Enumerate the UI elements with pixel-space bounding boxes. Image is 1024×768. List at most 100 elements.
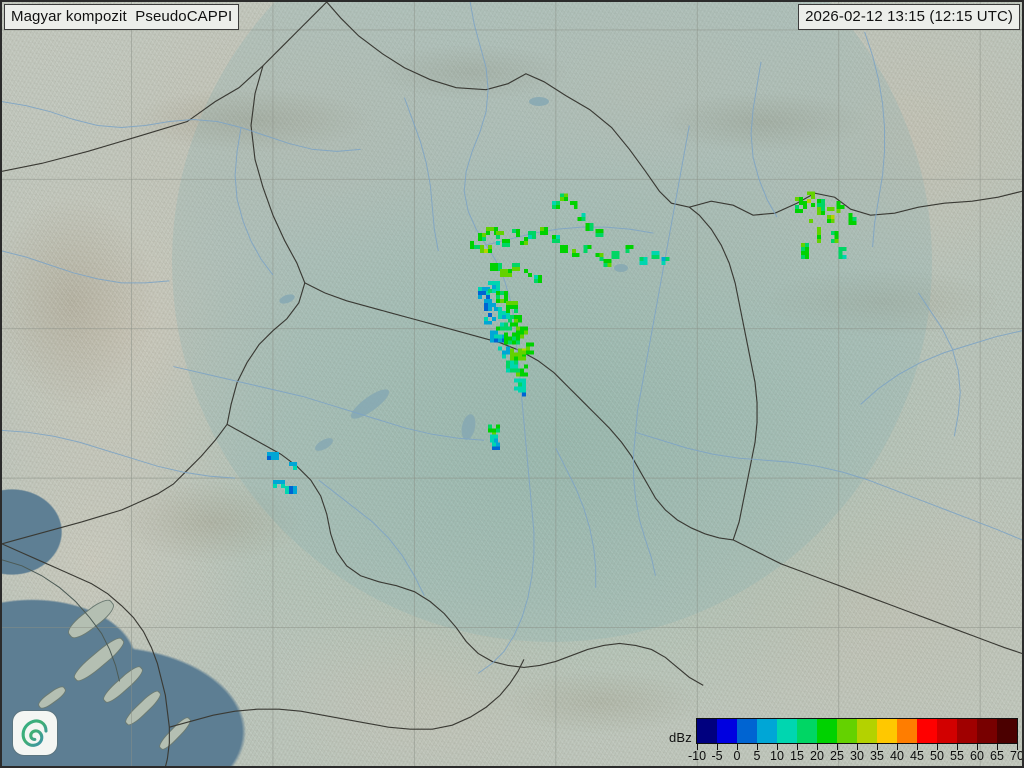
echo-cell-19: [639, 257, 648, 265]
legend-tickmark-0: [697, 744, 698, 750]
echo-cell-59: [794, 197, 807, 214]
legend-unit-label: dBz: [668, 730, 692, 745]
legend-tickmark-11: [917, 744, 918, 750]
legend-ticklabel-13: 55: [950, 749, 964, 763]
legend-ticklabel-14: 60: [970, 749, 984, 763]
legend-ticklabel-4: 10: [770, 749, 784, 763]
echo-cell-40: [496, 318, 512, 331]
echo-cell-22: [551, 201, 560, 210]
legend-color-bar: [696, 718, 1018, 744]
echo-cell-56: [288, 462, 297, 471]
legend-tickmark-4: [777, 744, 778, 750]
legend-swatch-1: [717, 719, 737, 743]
legend-swatch-11: [917, 719, 937, 743]
echo-cell-42: [490, 330, 507, 343]
echo-cell-47: [521, 342, 534, 355]
echo-cell-23: [559, 193, 568, 202]
echo-cell-5: [496, 241, 501, 246]
echo-cell-62: [826, 207, 835, 224]
echo-cell-10: [539, 227, 548, 236]
echo-cell-63: [836, 201, 845, 214]
legend-tickmark-16: [1017, 744, 1018, 750]
legend-swatch-0: [697, 719, 717, 743]
radar-coverage-circle: [172, 2, 932, 642]
echo-cell-27: [595, 229, 604, 238]
legend-tickmark-15: [997, 744, 998, 750]
legend-swatch-15: [997, 719, 1017, 743]
echo-cell-66: [816, 227, 821, 244]
legend-ticklabel-8: 30: [850, 749, 864, 763]
echo-cell-55: [266, 452, 279, 461]
echo-cell-29: [500, 268, 512, 277]
spiral-icon: [21, 719, 48, 747]
legend-tickmark-13: [957, 744, 958, 750]
legend-swatch-2: [737, 719, 757, 743]
echo-cell-26: [585, 223, 594, 232]
legend-ticklabel-0: -10: [687, 749, 707, 763]
legend-tickmark-1: [717, 744, 718, 750]
echo-cell-69: [838, 247, 847, 259]
legend-tickmark-8: [857, 744, 858, 750]
echo-cell-65: [808, 219, 813, 224]
echo-cell-51: [517, 388, 526, 397]
legend-tickmark-10: [897, 744, 898, 750]
echo-cell-45: [498, 346, 511, 359]
legend-ticklabel-7: 25: [830, 749, 844, 763]
echo-cell-6: [502, 239, 511, 248]
lake-tisza: [614, 264, 628, 272]
echo-cell-0: [478, 233, 487, 242]
legend-swatch-3: [757, 719, 777, 743]
echo-cell-41: [510, 314, 522, 327]
echo-cell-44: [515, 326, 528, 339]
legend-swatch-7: [837, 719, 857, 743]
echo-cell-25: [577, 213, 586, 222]
echo-cell-49: [515, 364, 528, 377]
echo-cell-9: [527, 231, 536, 240]
legend-swatch-5: [797, 719, 817, 743]
echo-cell-64: [848, 213, 857, 226]
legend-body: -10 -5 0 5 10 15 20 25 30 35 40 45 50 55 60 65 70: [688, 718, 1022, 763]
echo-cell-13: [571, 249, 580, 257]
echo-cell-14: [583, 245, 592, 254]
echo-cell-24: [569, 201, 578, 210]
echo-cell-15: [595, 253, 604, 261]
legend-tickmark-14: [977, 744, 978, 750]
echo-cell-57: [272, 480, 285, 489]
legend-swatch-13: [957, 719, 977, 743]
echo-cell-67: [830, 231, 839, 244]
echo-cell-11: [551, 235, 560, 244]
echo-cell-61: [816, 199, 825, 216]
legend-ticklabel-15: 65: [990, 749, 1004, 763]
legend-ticklabel-1: -5: [711, 749, 723, 763]
echo-cell-17: [611, 251, 620, 259]
met-service-logo[interactable]: [13, 711, 57, 755]
echo-cell-12: [559, 245, 568, 254]
echo-cell-53: [490, 434, 499, 443]
legend-ticklabel-16: 70: [1010, 749, 1024, 763]
echo-cell-39: [484, 312, 497, 325]
echo-cell-21: [661, 257, 670, 265]
legend-tickmark-3: [757, 744, 758, 750]
echo-cell-18: [625, 245, 634, 254]
echo-cell-32: [533, 274, 542, 283]
legend-ticklabel-2: 0: [733, 749, 741, 763]
legend-ticklabel-3: 5: [753, 749, 761, 763]
legend-tickmark-2: [737, 744, 738, 750]
legend-swatch-4: [777, 719, 797, 743]
legend-ticklabel-9: 35: [870, 749, 884, 763]
legend-swatch-8: [857, 719, 877, 743]
echo-cell-60: [806, 191, 815, 208]
legend-ticklabel-12: 50: [930, 749, 944, 763]
legend-tickmark-12: [937, 744, 938, 750]
echo-cell-7: [512, 229, 520, 238]
echo-cell-30: [512, 262, 520, 271]
legend-swatch-9: [877, 719, 897, 743]
legend-tickmark-7: [837, 744, 838, 750]
echo-cell-20: [651, 251, 660, 259]
echo-cell-58: [284, 486, 297, 495]
